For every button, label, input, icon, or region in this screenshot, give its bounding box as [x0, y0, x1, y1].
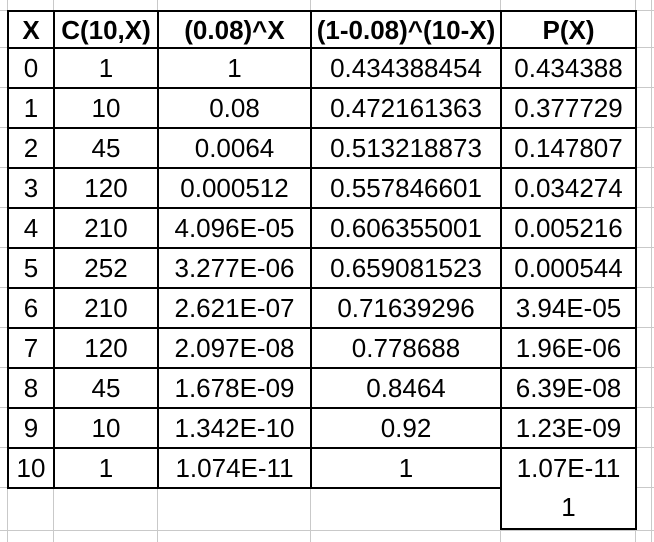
cell[interactable]: 8	[7, 367, 55, 409]
cell[interactable]: 210	[53, 287, 159, 329]
cell[interactable]: 0.71639296	[310, 287, 502, 329]
cell[interactable]: 0.659081523	[310, 247, 502, 289]
cell[interactable]: 1	[7, 87, 55, 129]
cell[interactable]: 5	[7, 247, 55, 289]
cell[interactable]: 0.000512	[157, 167, 312, 209]
cell[interactable]: 1.342E-10	[157, 407, 312, 449]
cell[interactable]: 1	[157, 47, 312, 89]
cell[interactable]: 6.39E-08	[500, 367, 637, 409]
cell[interactable]: 0.778688	[310, 327, 502, 369]
cell[interactable]: 2.621E-07	[157, 287, 312, 329]
cell[interactable]: 0.0064	[157, 127, 312, 169]
cell[interactable]: 120	[53, 327, 159, 369]
cell[interactable]: 0.472161363	[310, 87, 502, 129]
cell[interactable]: 1.23E-09	[500, 407, 637, 449]
cell[interactable]: 120	[53, 167, 159, 209]
cell[interactable]: 2	[7, 127, 55, 169]
cell[interactable]: 3	[7, 167, 55, 209]
column-header-2[interactable]: (0.08)^X	[157, 10, 312, 49]
cell[interactable]: 0.147807	[500, 127, 637, 169]
cell[interactable]: 0.557846601	[310, 167, 502, 209]
cell[interactable]: 45	[53, 367, 159, 409]
cell[interactable]: 6	[7, 287, 55, 329]
column-header-0[interactable]: X	[7, 10, 55, 49]
table-row-x9: 9 10 1.342E-10 0.92 1.23E-09	[7, 407, 637, 449]
total-probability-value: 1	[561, 492, 576, 522]
table-row-x4: 4 210 4.096E-05 0.606355001 0.005216	[7, 207, 637, 249]
cell[interactable]: 0.000544	[500, 247, 637, 289]
cell[interactable]: 10	[53, 407, 159, 449]
gridline-horizontal	[0, 530, 654, 531]
cell[interactable]: 0.434388	[500, 47, 637, 89]
cell[interactable]: 0.92	[310, 407, 502, 449]
table-row-x10: 10 1 1.074E-11 1 1.07E-11	[7, 447, 637, 489]
cell[interactable]: 0.034274	[500, 167, 637, 209]
cell[interactable]: 3.94E-05	[500, 287, 637, 329]
cell[interactable]: 1	[53, 47, 159, 89]
cell[interactable]: 2.097E-08	[157, 327, 312, 369]
cell[interactable]: 0.434388454	[310, 47, 502, 89]
cell[interactable]: 210	[53, 207, 159, 249]
column-header-3[interactable]: (1-0.08)^(10-X)	[310, 10, 502, 49]
cell[interactable]: 1.96E-06	[500, 327, 637, 369]
cell[interactable]: 10	[7, 447, 55, 489]
cell[interactable]: 0.005216	[500, 207, 637, 249]
cell[interactable]: 0.8464	[310, 367, 502, 409]
cell[interactable]: 4	[7, 207, 55, 249]
cell[interactable]: 9	[7, 407, 55, 449]
table-row-x6: 6 210 2.621E-07 0.71639296 3.94E-05	[7, 287, 637, 329]
cell[interactable]: 4.096E-05	[157, 207, 312, 249]
cell[interactable]: 1.074E-11	[157, 447, 312, 489]
gridline-vertical	[651, 0, 652, 542]
cell[interactable]: 3.277E-06	[157, 247, 312, 289]
cell[interactable]: 7	[7, 327, 55, 369]
cell[interactable]: 10	[53, 87, 159, 129]
cell[interactable]: 1.07E-11	[500, 447, 637, 489]
column-header-4[interactable]: P(X)	[500, 10, 637, 49]
cell[interactable]: 252	[53, 247, 159, 289]
table-row-x0: 0 1 1 0.434388454 0.434388	[7, 47, 637, 89]
cell[interactable]: 45	[53, 127, 159, 169]
total-probability-cell[interactable]: 1	[500, 487, 637, 530]
table-row-x5: 5 252 3.277E-06 0.659081523 0.000544	[7, 247, 637, 289]
table-row-x8: 8 45 1.678E-09 0.8464 6.39E-08	[7, 367, 637, 409]
cell[interactable]: 1	[310, 447, 502, 489]
cell[interactable]: 1	[53, 447, 159, 489]
cell[interactable]: 0	[7, 47, 55, 89]
cell[interactable]: 0.08	[157, 87, 312, 129]
table-row-x3: 3 120 0.000512 0.557846601 0.034274	[7, 167, 637, 209]
cell[interactable]: 0.513218873	[310, 127, 502, 169]
cell[interactable]: 0.377729	[500, 87, 637, 129]
column-header-1[interactable]: C(10,X)	[53, 10, 159, 49]
table-row-x7: 7 120 2.097E-08 0.778688 1.96E-06	[7, 327, 637, 369]
table-row-x2: 2 45 0.0064 0.513218873 0.147807	[7, 127, 637, 169]
cell[interactable]: 1.678E-09	[157, 367, 312, 409]
table-row-x1: 1 10 0.08 0.472161363 0.377729	[7, 87, 637, 129]
cell[interactable]: 0.606355001	[310, 207, 502, 249]
table-header-row: X C(10,X) (0.08)^X (1-0.08)^(10-X) P(X)	[7, 10, 637, 49]
